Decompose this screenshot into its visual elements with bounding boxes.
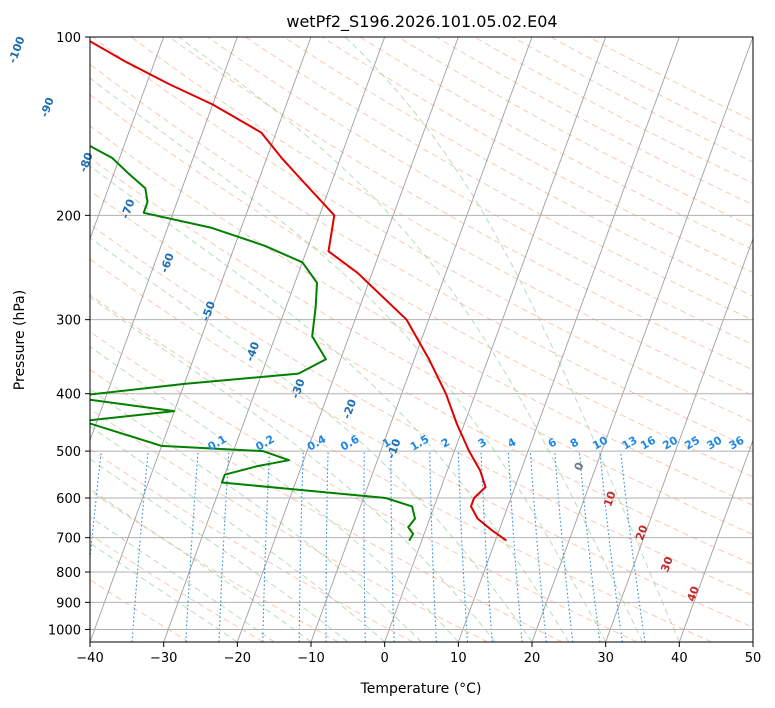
x-tick-label: −40 [76,651,103,666]
isotherm-label: -50 [199,299,218,322]
freezing-label: 0 [572,460,587,472]
plot-frame [89,36,754,643]
dry-adiabat [90,258,753,628]
axes: −40 −30 −20 −10 0 10 20 30 40 5010020030040050060… [48,31,761,666]
isotherm-line [531,37,753,642]
chart-title: wetPf2_S196.2026.101.05.02.E04 [286,12,557,32]
dry-adiabat [90,294,712,642]
mixing-ratio-line [620,451,646,642]
y-tick-label: 900 [56,596,81,611]
y-tick-label: 700 [56,532,81,547]
temperature-profile-line [90,40,507,542]
isotherm-line [457,37,680,642]
y-tick-label: 300 [56,314,81,329]
x-tick-label: 40 [671,651,688,666]
moist-adiabat [90,296,496,642]
isotherm-line [90,37,238,442]
moist-adiabat [90,425,386,642]
y-tick-label: 200 [56,209,81,224]
dewpoint-profile-line [90,144,416,542]
x-tick-label: −30 [150,651,177,666]
isotherm-line [384,37,607,642]
y-tick-label: 400 [56,388,81,403]
moist-adiabat-label: 10 [601,489,619,508]
moist-adiabat [344,37,680,642]
x-tick-label: −20 [224,651,251,666]
moist-adiabat-label: 20 [633,523,651,542]
moist-adiabat [90,165,570,642]
dry-adiabat [90,63,753,450]
moist-adiabat-label: 40 [684,584,702,603]
moist-adiabat [90,346,459,642]
mixing-ratio-line [599,451,623,642]
isotherm-line [163,37,386,642]
moist-adiabat [90,458,349,642]
dry-adiabat [92,37,753,423]
x-tick-label: 50 [745,651,762,666]
isotherm-line [90,37,165,240]
isotherm-label: -80 [77,150,96,173]
moist-adiabat [90,388,422,642]
sounding-profiles [90,40,507,542]
y-axis-title: Pressure (hPa) [12,290,28,390]
dry-adiabat [90,223,753,597]
dry-adiabat [90,533,264,642]
x-axis-title: Temperature (°C) [360,681,482,697]
background-lines [90,37,753,642]
dry-adiabat [90,157,753,536]
moist-adiabat-label: 30 [658,555,676,574]
x-tick-label: 10 [450,651,467,666]
x-tick-label: 0 [381,651,389,666]
y-tick-label: 500 [56,445,81,460]
moist-adiabat [178,37,643,642]
y-tick-label: 800 [56,566,81,581]
y-tick-label: 1000 [48,623,81,638]
isotherm-line [605,237,753,642]
x-tick-label: 30 [597,651,614,666]
x-tick-label: −10 [297,651,324,666]
moist-adiabat [90,77,607,642]
isotherm-label: -70 [119,197,138,220]
y-tick-label: 100 [56,31,81,46]
mixing-ratio-line [578,451,601,642]
y-tick-label: 600 [56,492,81,507]
isotherm-line [310,37,533,642]
isotherm-line [236,37,459,642]
dry-adiabat [90,94,753,478]
dry-adiabat [90,448,414,642]
isotherm-line [678,439,753,642]
isotherm-label: -90 [38,95,57,118]
x-tick-label: 20 [524,651,541,666]
isotherm-line [90,37,312,642]
